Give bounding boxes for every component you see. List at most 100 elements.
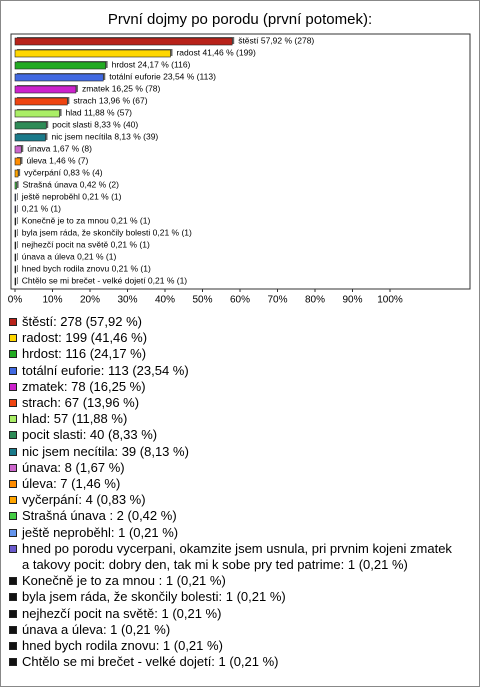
value-label: byla jsem ráda, že skončily bolesti 0,21… <box>22 227 192 237</box>
legend-swatch <box>9 382 17 391</box>
legend-swatch <box>9 609 17 618</box>
x-tick-label: 10% <box>42 295 62 306</box>
bar <box>14 193 17 202</box>
x-tick-label: 20% <box>80 295 100 306</box>
legend-item: Konečně je to za mnou : 1 (0,21 %) <box>9 573 461 589</box>
bar <box>14 229 17 238</box>
x-tick-label: 40% <box>155 295 175 306</box>
value-label: hrdost 24,17 % (116) <box>112 59 191 69</box>
legend-label: vyčerpání: 4 (0,83 %) <box>22 492 146 508</box>
bar <box>14 109 60 118</box>
chart: První dojmy po porodu (první potomek): 0… <box>8 11 471 306</box>
legend-swatch <box>9 625 17 634</box>
legend-swatch <box>9 577 17 586</box>
legend-label: Strašná únava : 2 (0,42 %) <box>22 508 177 524</box>
x-tick-label: 30% <box>117 295 137 306</box>
bar-shadow <box>17 181 19 188</box>
legend-label: radost: 199 (41,46 %) <box>22 330 148 346</box>
bar-shadow <box>17 277 18 284</box>
value-label: nejhezčí pocit na světě 0,21 % (1) <box>22 239 150 249</box>
value-label: úleva 1,46 % (7) <box>26 155 88 165</box>
bar <box>14 265 17 274</box>
legend-swatch <box>9 496 17 505</box>
legend-label: štěstí: 278 (57,92 %) <box>22 314 142 329</box>
x-tick-label: 60% <box>230 295 250 306</box>
value-label: totální euforie 23,54 % (113) <box>109 71 216 81</box>
legend-item: hned po porodu vycerpani, okamzite jsem … <box>9 541 461 573</box>
legend-item: únava a úleva: 1 (0,21 %) <box>9 622 461 638</box>
bar-shadow <box>17 229 18 236</box>
x-tick-label: 90% <box>342 295 362 306</box>
bar-shadow <box>17 217 18 224</box>
value-label: strach 13,96 % (67) <box>73 95 147 105</box>
value-label: nic jsem necítila 8,13 % (39) <box>51 131 158 141</box>
legend-item: nic jsem necítila: 39 (8,13 %) <box>9 444 461 460</box>
legend-swatch <box>9 399 17 408</box>
legend-label: únava: 8 (1,67 %) <box>22 459 125 475</box>
bar <box>14 133 46 142</box>
value-label: vyčerpání 0,83 % (4) <box>24 167 103 177</box>
legend-label: hned po porodu vycerpani, okamzite jsem … <box>22 540 452 573</box>
legend-item: pocit slasti: 40 (8,33 %) <box>9 427 461 443</box>
bar <box>14 97 68 106</box>
legend-swatch <box>9 480 17 489</box>
legend-swatch <box>9 431 17 440</box>
bar <box>14 169 19 178</box>
legend-swatch <box>9 350 17 359</box>
legend-swatch <box>9 528 17 537</box>
legend-swatch <box>9 544 17 553</box>
legend-swatch <box>9 463 17 472</box>
legend-swatch <box>9 593 17 602</box>
bar <box>14 157 21 166</box>
legend-item: hned bych rodila znovu: 1 (0,21 %) <box>9 638 461 654</box>
legend-label: totální euforie: 113 (23,54 %) <box>22 362 189 378</box>
value-label: hlad 11,88 % (57) <box>66 107 133 117</box>
x-tick-label: 80% <box>305 295 325 306</box>
bar-shadow <box>17 205 18 212</box>
bar-shadow <box>17 169 21 176</box>
legend-label: hrdost: 116 (24,17 %) <box>22 346 147 362</box>
value-label: ještě neproběhl 0,21 % (1) <box>21 191 122 201</box>
legend-swatch <box>9 642 17 651</box>
legend-item: štěstí: 278 (57,92 %) <box>9 314 461 330</box>
x-tick-label: 50% <box>192 295 212 306</box>
legend-item: únava: 8 (1,67 %) <box>9 460 461 476</box>
bar <box>14 85 77 94</box>
bar-shadow <box>17 253 18 260</box>
legend-label: byla jsem ráda, že skončily bolesti: 1 (… <box>22 589 286 605</box>
bar <box>14 49 171 58</box>
bar-shadow <box>17 193 18 200</box>
legend-item: Chtělo se mi brečet - velké dojetí: 1 (0… <box>9 654 461 670</box>
bar-shadow <box>17 265 18 272</box>
legend-item: radost: 199 (41,46 %) <box>9 330 461 346</box>
x-tick-label: 0% <box>8 295 23 306</box>
legend-item: strach: 67 (13,96 %) <box>9 395 461 411</box>
legend-item: vyčerpání: 4 (0,83 %) <box>9 492 461 508</box>
value-label: 0,21 % (1) <box>22 203 61 213</box>
value-label: štěstí 57,92 % (278) <box>238 35 314 45</box>
legend-item: zmatek: 78 (16,25 %) <box>9 379 461 395</box>
value-label: radost 41,46 % (199) <box>176 47 256 57</box>
legend-swatch <box>9 447 17 456</box>
bar <box>14 253 17 262</box>
legend-label: nejhezčí pocit na světě: 1 (0,21 %) <box>22 605 222 621</box>
bar <box>14 277 17 286</box>
legend-item: totální euforie: 113 (23,54 %) <box>9 363 461 379</box>
legend-swatch <box>9 366 17 375</box>
legend-swatch <box>9 415 17 424</box>
legend-label: Chtělo se mi brečet - velké dojetí: 1 (0… <box>22 654 279 670</box>
bar <box>14 241 17 250</box>
legend-label: nic jsem necítila: 39 (8,13 %) <box>22 443 189 459</box>
bar <box>14 61 106 70</box>
legend-item: byla jsem ráda, že skončily bolesti: 1 (… <box>9 589 461 605</box>
value-label: pocit slasti 8,33 % (40) <box>52 119 138 129</box>
legend-label: úleva: 7 (1,46 %) <box>22 476 121 492</box>
value-label: Chtělo se mi brečet - velké dojetí 0,21 … <box>22 275 188 285</box>
legend-item: hlad: 57 (11,88 %) <box>9 411 461 427</box>
legend-item: nejhezčí pocit na světě: 1 (0,21 %) <box>9 606 461 622</box>
value-label: Strašná únava 0,42 % (2) <box>23 179 120 189</box>
legend-swatch <box>9 318 17 326</box>
legend-swatch <box>9 334 17 343</box>
legend-item: Strašná únava : 2 (0,42 %) <box>9 508 461 524</box>
legend-item: hrdost: 116 (24,17 %) <box>9 346 461 362</box>
